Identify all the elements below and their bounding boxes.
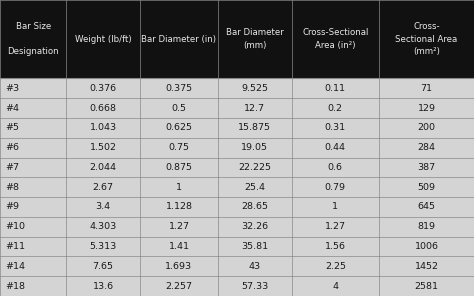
Text: 1.27: 1.27 <box>325 222 346 231</box>
Bar <box>0 177 474 197</box>
Text: 32.26: 32.26 <box>241 222 268 231</box>
Text: 2.67: 2.67 <box>92 183 114 192</box>
Bar <box>0 276 474 296</box>
Text: 1006: 1006 <box>415 242 438 251</box>
Text: 1452: 1452 <box>415 262 438 271</box>
Text: 0.376: 0.376 <box>90 84 117 93</box>
Text: #9: #9 <box>6 202 20 212</box>
Text: 0.75: 0.75 <box>168 143 190 152</box>
Text: 0.6: 0.6 <box>328 163 343 172</box>
Text: 509: 509 <box>418 183 436 192</box>
Text: Cross-
Sectional Area
(mm²): Cross- Sectional Area (mm²) <box>395 22 458 56</box>
Text: 819: 819 <box>418 222 436 231</box>
Text: #11: #11 <box>6 242 26 251</box>
Text: 71: 71 <box>420 84 433 93</box>
Text: 0.5: 0.5 <box>172 104 186 112</box>
Text: 284: 284 <box>418 143 436 152</box>
Text: 35.81: 35.81 <box>241 242 268 251</box>
Bar <box>0 217 474 237</box>
Text: 25.4: 25.4 <box>244 183 265 192</box>
Bar <box>0 237 474 256</box>
Text: #14: #14 <box>6 262 26 271</box>
Bar <box>0 138 474 157</box>
Text: 2.044: 2.044 <box>90 163 117 172</box>
Bar <box>0 98 474 118</box>
Text: 129: 129 <box>418 104 436 112</box>
Text: 1: 1 <box>176 183 182 192</box>
Text: 1.128: 1.128 <box>165 202 192 212</box>
Text: Cross-Sectional
Area (in²): Cross-Sectional Area (in²) <box>302 28 369 50</box>
Text: 0.11: 0.11 <box>325 84 346 93</box>
Text: 4.303: 4.303 <box>90 222 117 231</box>
Text: 43: 43 <box>249 262 261 271</box>
Text: 645: 645 <box>418 202 436 212</box>
Text: 2581: 2581 <box>415 281 438 291</box>
Text: 9.525: 9.525 <box>241 84 268 93</box>
Text: 387: 387 <box>418 163 436 172</box>
Bar <box>0 256 474 276</box>
Text: 1: 1 <box>332 202 338 212</box>
Text: 1.27: 1.27 <box>168 222 190 231</box>
Text: 0.2: 0.2 <box>328 104 343 112</box>
Text: 19.05: 19.05 <box>241 143 268 152</box>
Text: 0.31: 0.31 <box>325 123 346 132</box>
Bar <box>0 157 474 177</box>
Bar <box>0 118 474 138</box>
Text: 12.7: 12.7 <box>244 104 265 112</box>
Text: 57.33: 57.33 <box>241 281 268 291</box>
Text: Weight (lb/ft): Weight (lb/ft) <box>75 35 131 44</box>
Text: 1.043: 1.043 <box>90 123 117 132</box>
Text: 0.625: 0.625 <box>165 123 192 132</box>
Text: 1.502: 1.502 <box>90 143 117 152</box>
Text: 1.56: 1.56 <box>325 242 346 251</box>
Text: 5.313: 5.313 <box>90 242 117 251</box>
Text: #3: #3 <box>6 84 20 93</box>
Text: #4: #4 <box>6 104 20 112</box>
Text: 22.225: 22.225 <box>238 163 271 172</box>
Text: #18: #18 <box>6 281 26 291</box>
Text: 2.25: 2.25 <box>325 262 346 271</box>
Text: 1.693: 1.693 <box>165 262 192 271</box>
Text: #7: #7 <box>6 163 20 172</box>
Text: 13.6: 13.6 <box>92 281 114 291</box>
Text: 1.41: 1.41 <box>168 242 190 251</box>
Text: Bar Diameter (in): Bar Diameter (in) <box>141 35 217 44</box>
Text: 28.65: 28.65 <box>241 202 268 212</box>
Text: #6: #6 <box>6 143 20 152</box>
Text: 0.79: 0.79 <box>325 183 346 192</box>
Text: 2.257: 2.257 <box>165 281 192 291</box>
Text: Bar Diameter
(mm): Bar Diameter (mm) <box>226 28 283 50</box>
Bar <box>0 197 474 217</box>
Text: 7.65: 7.65 <box>92 262 114 271</box>
Text: 15.875: 15.875 <box>238 123 271 132</box>
Text: #8: #8 <box>6 183 20 192</box>
Text: 0.875: 0.875 <box>165 163 192 172</box>
Text: #10: #10 <box>6 222 26 231</box>
Text: 0.668: 0.668 <box>90 104 117 112</box>
Text: 4: 4 <box>332 281 338 291</box>
Text: 3.4: 3.4 <box>96 202 110 212</box>
Text: 0.375: 0.375 <box>165 84 192 93</box>
Text: 200: 200 <box>418 123 436 132</box>
Text: #5: #5 <box>6 123 20 132</box>
Text: Bar Size

Designation: Bar Size Designation <box>8 22 59 56</box>
Text: 0.44: 0.44 <box>325 143 346 152</box>
Bar <box>0 0 474 78</box>
Bar <box>0 78 474 98</box>
